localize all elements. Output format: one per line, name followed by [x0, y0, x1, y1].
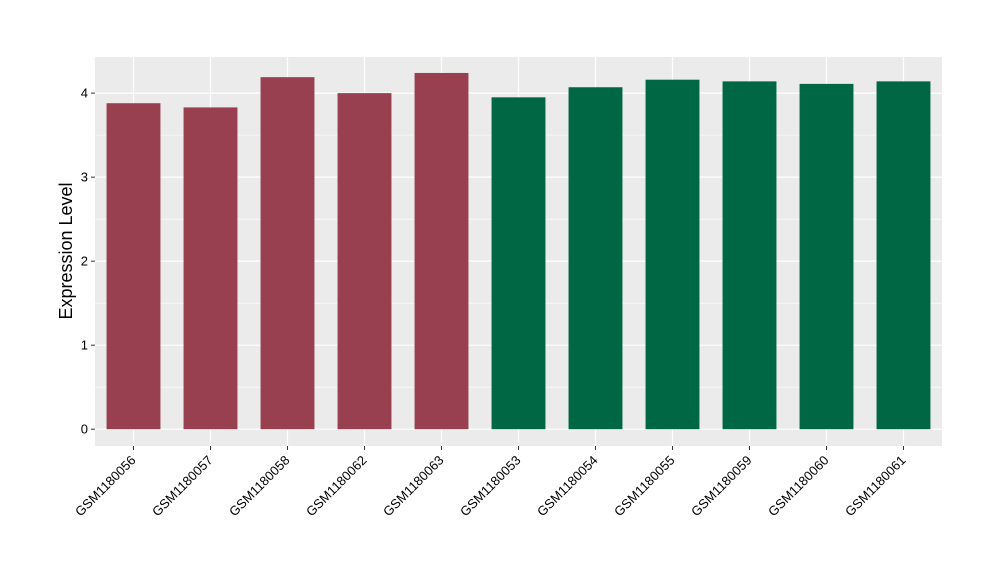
x-tick-label: GSM1180063 [380, 453, 447, 520]
bar-GSM1180060 [799, 83, 854, 430]
y-axis: 0 1 2 3 4 [81, 86, 95, 437]
bar-GSM1180063 [414, 72, 469, 430]
bar-GSM1180053 [491, 97, 546, 430]
bar-GSM1180057 [183, 107, 238, 430]
y-axis-title: Expression Level [56, 182, 76, 319]
y-tick-label: 1 [81, 338, 88, 353]
bar-GSM1180058 [260, 77, 315, 430]
x-tick-label: GSM1180062 [303, 453, 370, 520]
bar-GSM1180056 [106, 103, 161, 430]
y-tick-label: 2 [81, 254, 88, 269]
bar-GSM1180061 [876, 81, 931, 430]
bar-GSM1180059 [722, 81, 777, 430]
bar-GSM1180062 [337, 93, 392, 430]
x-tick-label: GSM1180054 [534, 453, 601, 520]
bar-GSM1180054 [568, 87, 623, 430]
bar-GSM1180055 [645, 79, 700, 430]
bars [106, 72, 931, 430]
x-tick-label: GSM1180060 [765, 453, 832, 520]
y-tick-label: 0 [81, 422, 88, 437]
x-axis: GSM1180056 GSM1180057 GSM1180058 GSM1180062… [72, 446, 909, 519]
x-tick-label: GSM1180053 [457, 453, 524, 520]
x-tick-label: GSM1180061 [842, 453, 909, 520]
x-tick-label: GSM1180059 [688, 453, 755, 520]
x-tick-label: GSM1180057 [149, 453, 216, 520]
x-tick-label: GSM1180058 [226, 453, 293, 520]
x-tick-label: GSM1180055 [611, 453, 678, 520]
y-tick-label: 4 [81, 86, 88, 101]
y-tick-label: 3 [81, 170, 88, 185]
x-tick-label: GSM1180056 [72, 453, 139, 520]
